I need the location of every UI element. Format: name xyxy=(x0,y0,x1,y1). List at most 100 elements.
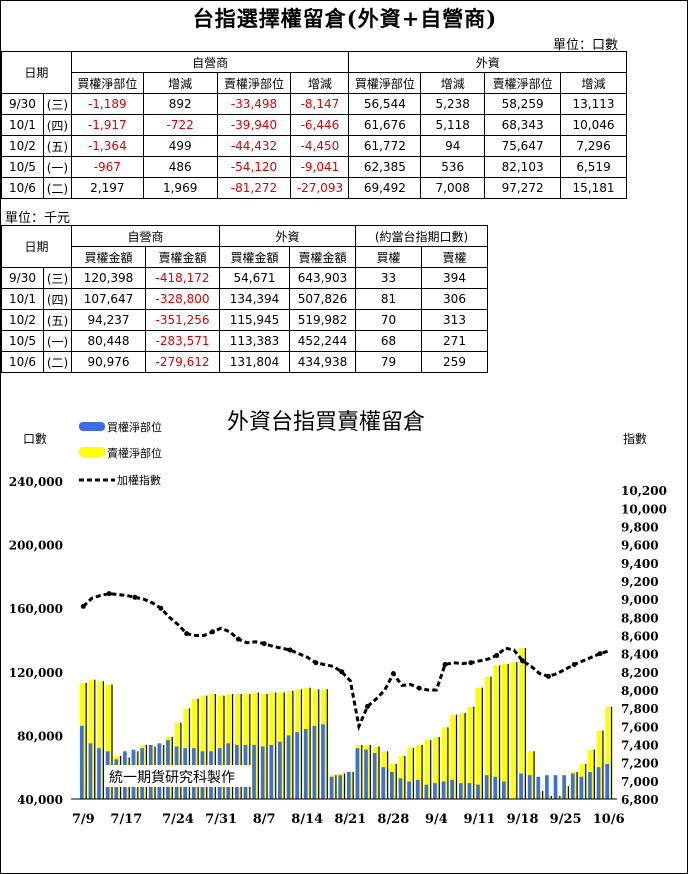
watermark-text: 統一期貨研究科製作 xyxy=(109,769,235,786)
table-row: 10/6 (二) 90,976 -279,612 131,804 434,938 79 259 xyxy=(1,351,488,373)
call-bar xyxy=(441,781,446,799)
table-cell: 113,383 xyxy=(219,330,290,352)
table-row: 10/5 (一) -967 486 -54,120 -9,041 62,385 536 82,1… xyxy=(1,156,627,178)
row-date: 9/30 xyxy=(1,93,44,115)
column-header: 買權金額 xyxy=(219,246,290,268)
put-bar xyxy=(605,706,613,799)
date-header: 日期 xyxy=(1,51,72,94)
put-bar xyxy=(415,744,423,799)
table2-body: 9/30 (三) 120,398 -418,172 54,671 643,903 33 394… xyxy=(1,267,488,373)
foreign-group-header: 外資 xyxy=(348,51,627,73)
table-cell: 10,046 xyxy=(560,114,627,136)
call-bar xyxy=(346,771,351,799)
y2-tick-label: 9,800 xyxy=(621,520,659,534)
column-header: 增減 xyxy=(142,72,218,94)
call-bar xyxy=(493,776,498,799)
x-tick-label: 9/11 xyxy=(464,812,496,827)
call-bar xyxy=(527,775,532,799)
call-bar xyxy=(424,784,429,799)
call-bar xyxy=(252,744,256,799)
put-bar xyxy=(476,687,483,799)
call-bar xyxy=(562,775,566,799)
column-header: 增減 xyxy=(420,72,486,94)
table-cell: 2,197 xyxy=(70,177,144,199)
foreign-group-header: 外資 xyxy=(219,225,356,247)
table-cell: -6,446 xyxy=(290,114,350,136)
table-cell: 536 xyxy=(420,156,486,178)
column-header: 增減 xyxy=(560,72,627,94)
table-row: 10/6 (二) 2,197 1,969 -81,272 -27,093 69,492 7,0… xyxy=(1,177,627,199)
table-cell: 107,647 xyxy=(71,288,146,310)
row-date: 9/30 xyxy=(1,267,44,289)
table-row: 10/1 (四) 107,647 -328,800 134,394 507,826 81 30… xyxy=(1,288,488,310)
row-date: 10/1 xyxy=(1,288,44,310)
index-point xyxy=(597,651,603,657)
row-weekday: (五) xyxy=(43,309,72,331)
index-line xyxy=(82,592,610,732)
call-bar xyxy=(536,776,541,799)
table-cell: 61,772 xyxy=(348,135,422,157)
y-tick-label: 80,000 xyxy=(17,729,63,743)
call-bar xyxy=(398,778,403,799)
y2-tick-label: 9,200 xyxy=(621,575,659,589)
options-position-table: 日期 自營商 外資 買權淨部位 增減 賣權淨部位 增減 買權淨部位 增減 賣權淨… xyxy=(1,51,627,199)
row-weekday: (三) xyxy=(42,93,72,115)
y2-tick-label: 10,200 xyxy=(621,484,667,498)
index-point xyxy=(494,652,500,658)
put-bar xyxy=(484,676,492,799)
table-cell: -351,256 xyxy=(145,309,220,331)
x-tick-label: 8/28 xyxy=(377,812,409,827)
x-tick-label: 9/25 xyxy=(550,812,582,827)
call-bar xyxy=(286,735,291,799)
dealer-group-header: 自營商 xyxy=(71,225,220,247)
call-bar xyxy=(295,732,299,799)
column-header: 賣權淨部位 xyxy=(216,72,292,94)
watermark-background xyxy=(105,765,251,787)
table-cell: 6,519 xyxy=(560,156,627,178)
column-header: 買權金額 xyxy=(71,246,146,268)
index-point xyxy=(313,660,319,666)
legend-call-label: 買權淨部位 xyxy=(107,420,162,434)
put-bar xyxy=(596,730,604,799)
index-point xyxy=(442,662,448,668)
table-cell: 7,296 xyxy=(560,135,627,157)
call-bar xyxy=(312,725,317,799)
index-point xyxy=(184,631,190,637)
y-tick-label: 160,000 xyxy=(9,602,63,616)
table-cell: 507,826 xyxy=(289,288,356,310)
table1-body: 9/30 (三) -1,189 892 -33,498 -8,147 56,544 5,238… xyxy=(1,93,627,199)
index-point xyxy=(339,669,345,675)
y2-tick-label: 8,600 xyxy=(621,629,659,643)
table-cell: 131,804 xyxy=(219,351,290,373)
y2-tick-label: 8,400 xyxy=(621,648,659,662)
row-weekday: (三) xyxy=(43,267,72,289)
call-bar xyxy=(596,767,601,799)
table-cell: -1,364 xyxy=(70,135,144,157)
put-bar xyxy=(398,756,406,799)
index-point xyxy=(545,673,551,679)
call-bar xyxy=(321,724,325,799)
table-cell: 13,113 xyxy=(560,93,627,115)
table-cell: -967 xyxy=(70,156,144,178)
table-cell: 97,272 xyxy=(484,177,562,199)
call-bar xyxy=(364,749,368,799)
column-header: 賣權金額 xyxy=(289,246,356,268)
legend-call-swatch xyxy=(79,422,105,431)
index-point xyxy=(261,641,267,647)
call-bar xyxy=(381,767,386,799)
x-tick-label: 7/24 xyxy=(162,812,194,827)
column-header: 買權淨部位 xyxy=(70,72,144,94)
column-header: 買權 xyxy=(355,246,422,268)
call-bar xyxy=(390,771,394,799)
table-row: 9/30 (三) 120,398 -418,172 54,671 643,903 33 394 xyxy=(1,267,488,289)
y2-tick-label: 9,600 xyxy=(621,539,659,553)
put-bar xyxy=(467,706,475,799)
put-bar xyxy=(424,740,432,799)
call-bar xyxy=(450,779,454,799)
table-cell: 271 xyxy=(421,330,488,352)
table-cell: -722 xyxy=(142,114,218,136)
x-tick-label: 8/7 xyxy=(253,812,276,827)
table-cell: -279,612 xyxy=(145,351,220,373)
column-header: 賣權淨部位 xyxy=(484,72,562,94)
index-point xyxy=(132,594,138,600)
